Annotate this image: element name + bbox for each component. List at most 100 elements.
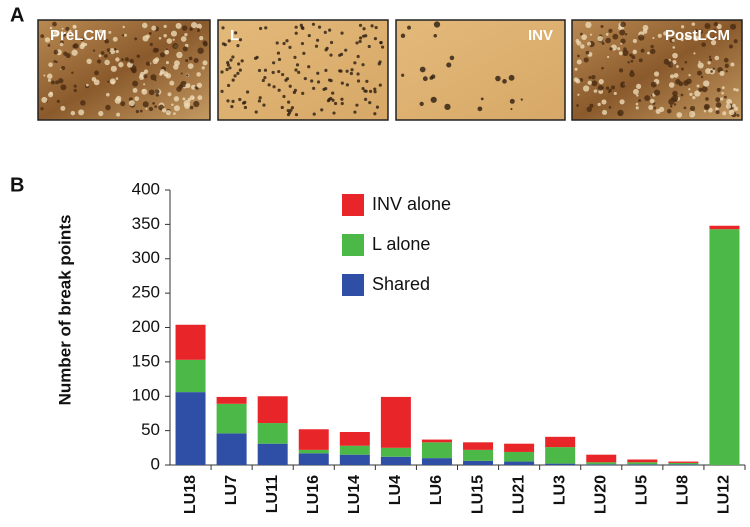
- texture: [653, 106, 656, 110]
- texture: [708, 55, 712, 58]
- texture: [221, 26, 225, 30]
- texture: [150, 74, 157, 81]
- texture: [185, 59, 189, 63]
- texture: [134, 96, 140, 102]
- texture: [708, 107, 713, 113]
- texture: [734, 106, 739, 111]
- texture: [236, 71, 240, 75]
- texture: [620, 42, 623, 45]
- legend-swatch: [342, 274, 364, 296]
- texture: [98, 54, 102, 58]
- texture: [121, 58, 124, 61]
- texture: [353, 61, 357, 65]
- texture: [297, 70, 301, 74]
- x-tick-label: LU21: [510, 475, 527, 514]
- legend-swatch: [342, 194, 364, 216]
- texture: [368, 89, 373, 93]
- texture: [355, 41, 359, 45]
- texture: [94, 70, 99, 76]
- x-tick-label: LU20: [592, 475, 609, 514]
- texture: [129, 58, 134, 64]
- texture: [697, 62, 704, 69]
- texture: [696, 84, 700, 88]
- texture: [294, 68, 298, 72]
- texture: [276, 51, 281, 55]
- texture: [585, 21, 592, 29]
- texture: [173, 105, 180, 112]
- texture: [611, 85, 616, 90]
- texture: [726, 98, 733, 105]
- texture: [132, 80, 139, 87]
- texture: [148, 89, 155, 96]
- texture: [733, 39, 738, 44]
- texture: [277, 69, 281, 74]
- panel-label: A: [10, 4, 24, 26]
- texture: [593, 89, 598, 93]
- bar-segment: [298, 429, 329, 450]
- bar-segment: [504, 451, 535, 462]
- texture: [689, 105, 696, 112]
- texture: [286, 108, 290, 113]
- texture: [231, 55, 235, 59]
- texture: [243, 100, 247, 104]
- bar-segment: [627, 459, 658, 463]
- texture: [327, 78, 332, 82]
- texture: [324, 68, 328, 72]
- texture: [638, 34, 645, 41]
- texture: [688, 88, 691, 91]
- image-label: L: [230, 27, 239, 44]
- texture: [113, 48, 117, 51]
- texture: [693, 52, 696, 55]
- texture: [159, 52, 166, 58]
- texture: [419, 66, 426, 73]
- texture: [62, 32, 67, 37]
- texture: [154, 57, 160, 63]
- texture: [619, 99, 625, 105]
- texture: [362, 27, 366, 31]
- texture: [164, 49, 170, 55]
- texture: [582, 85, 590, 92]
- texture: [669, 74, 675, 79]
- texture: [368, 101, 372, 105]
- texture: [60, 105, 66, 111]
- texture: [583, 57, 589, 63]
- texture: [176, 86, 182, 92]
- texture: [173, 112, 176, 115]
- y-tick-label: 350: [132, 214, 160, 233]
- texture: [698, 87, 703, 92]
- texture: [705, 97, 709, 101]
- texture: [230, 104, 234, 109]
- x-tick-label: LU12: [716, 475, 733, 514]
- texture: [694, 90, 701, 97]
- y-axis-title: Number of break points: [55, 215, 74, 406]
- texture: [190, 84, 196, 90]
- texture: [680, 67, 684, 71]
- legend-label: INV alone: [372, 194, 451, 214]
- texture: [176, 51, 183, 59]
- y-tick-label: 50: [141, 420, 160, 439]
- texture: [635, 102, 639, 106]
- texture: [96, 59, 102, 64]
- bar-segment: [709, 225, 740, 230]
- texture: [320, 108, 324, 112]
- texture: [605, 86, 610, 90]
- bar-segment: [380, 396, 411, 448]
- texture: [655, 108, 661, 114]
- texture: [73, 88, 77, 93]
- micrograph: PostLCM: [571, 19, 743, 121]
- texture: [378, 83, 382, 87]
- texture: [680, 38, 684, 42]
- texture: [142, 101, 149, 108]
- texture: [495, 75, 501, 82]
- texture: [161, 108, 167, 113]
- texture: [112, 36, 118, 42]
- x-tick-label: LU14: [346, 475, 363, 514]
- texture: [713, 22, 719, 27]
- image: [217, 19, 389, 121]
- texture: [707, 61, 711, 65]
- texture: [41, 96, 48, 103]
- texture: [588, 75, 592, 80]
- texture: [576, 59, 582, 65]
- texture: [289, 108, 293, 112]
- texture: [710, 70, 713, 73]
